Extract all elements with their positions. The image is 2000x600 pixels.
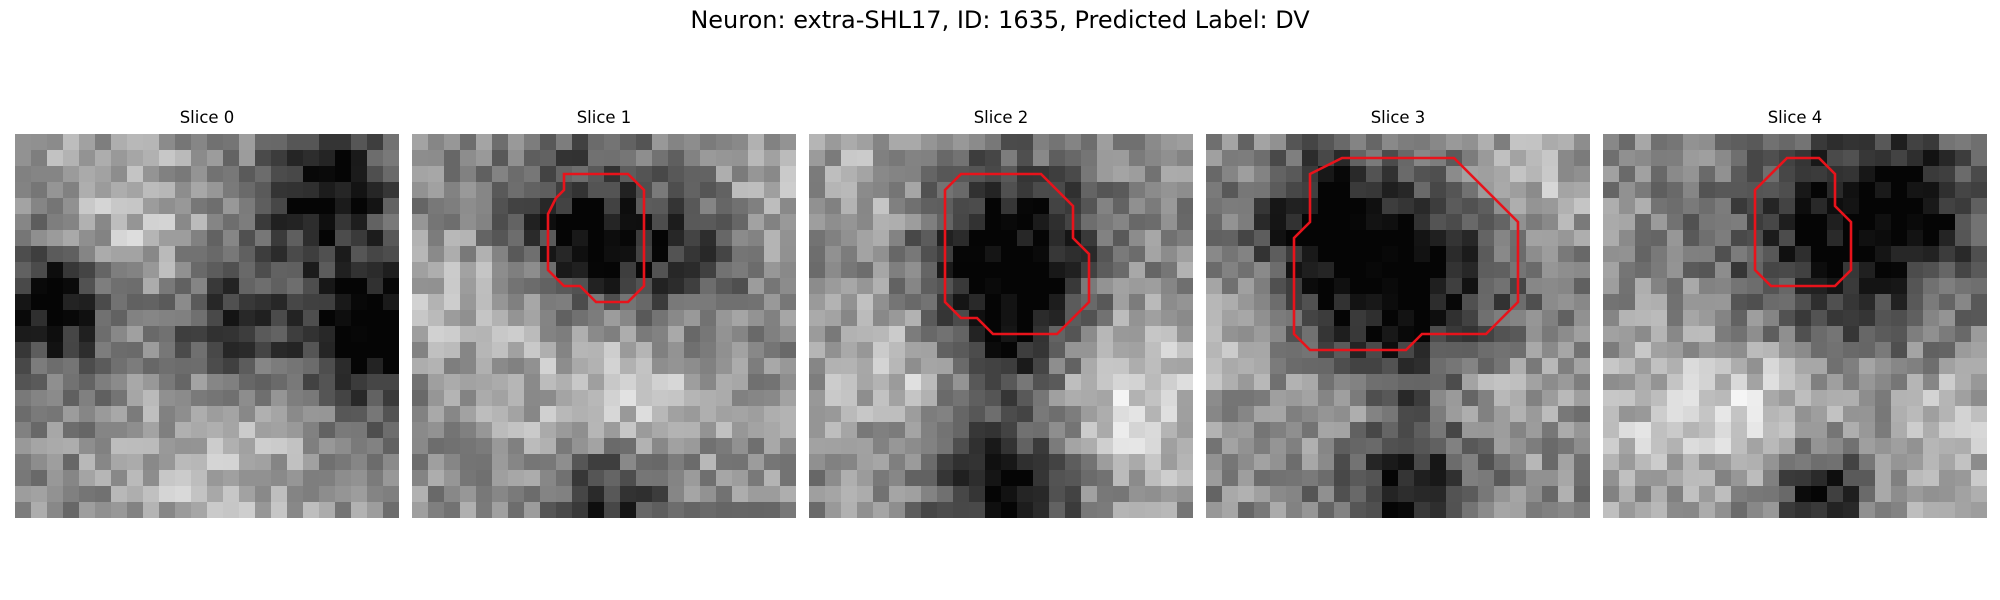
roi-contour xyxy=(1292,156,1520,352)
roi-contour xyxy=(1753,156,1853,288)
figure-title: Neuron: extra-SHL17, ID: 1635, Predicted… xyxy=(690,6,1310,34)
slice-image-3 xyxy=(1206,134,1590,518)
slice-title-0: Slice 0 xyxy=(179,108,235,127)
slice-image-4 xyxy=(1603,134,1987,518)
roi-contour xyxy=(943,172,1091,336)
roi-contour xyxy=(546,172,646,304)
slice-image-1 xyxy=(412,134,796,518)
slice-title-2: Slice 2 xyxy=(973,108,1029,127)
slice-title-3: Slice 3 xyxy=(1370,108,1426,127)
slice-title-1: Slice 1 xyxy=(576,108,632,127)
slice-image-0 xyxy=(15,134,399,518)
slice-image-2 xyxy=(809,134,1193,518)
slice-title-4: Slice 4 xyxy=(1767,108,1823,127)
